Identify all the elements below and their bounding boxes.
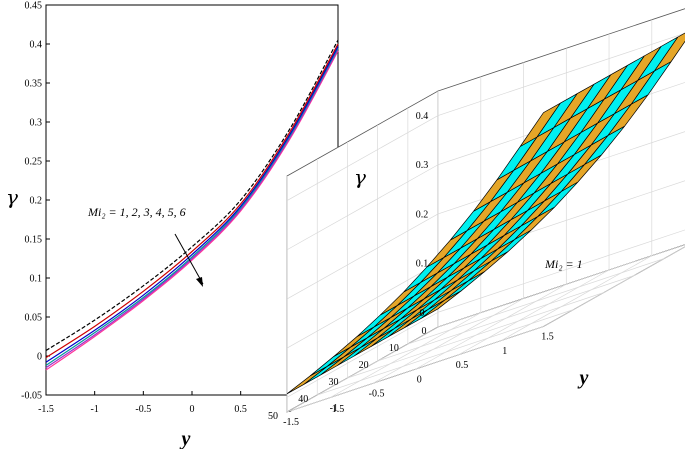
y-tick-label: 0.25 — [25, 157, 43, 168]
z-tick-label: 0.3 — [416, 160, 429, 171]
m-tick-label: 0 — [422, 326, 427, 337]
y-axis-label: γ — [6, 185, 18, 209]
grid-line — [286, 213, 439, 300]
surface-chart: 0 0.1 0.2 0.3 0.4 0 10 20 30 40 50 -1.5 -1 -0.5 0 0.5 1 1… — [268, 8, 685, 428]
grid-line — [415, 283, 567, 370]
grid-line — [543, 246, 685, 327]
annotation-arrow — [174, 233, 204, 285]
m-tick-label: 30 — [328, 377, 338, 388]
grid-line — [372, 298, 524, 384]
m-tick-label: 20 — [359, 360, 369, 371]
x-tick-label: 1.5 — [541, 332, 554, 343]
surface-z-axis-label: γ — [354, 165, 366, 189]
y-tick-label: 0.4 — [30, 40, 43, 51]
m-tick-label: 40 — [298, 394, 308, 405]
z-tick-label: 0.1 — [416, 259, 429, 270]
surface-mesh — [286, 32, 685, 395]
y-tick-label: 0.05 — [25, 313, 43, 324]
y-tick-labels: -0.05 0 0.05 0.1 0.15 0.2 0.25 0.3 0.35 0.4 0.45 — [21, 1, 42, 402]
x-tick-label: 1.5 — [332, 404, 345, 415]
annotation-text: Mi₂ = 1, 2, 3, 4, 5, 6 — [87, 205, 186, 219]
y-tick-label: 0.1 — [30, 274, 43, 285]
x-tick-label: 1 — [502, 346, 507, 357]
z-tick-label: 0.2 — [416, 209, 429, 220]
x-tick-label: -1 — [330, 403, 338, 414]
x-tick-label: 0.5 — [234, 404, 247, 415]
series-line-mi2-3 — [45, 46, 339, 363]
grid-line — [500, 255, 652, 342]
grid-line — [286, 164, 439, 251]
grid-line — [329, 312, 481, 399]
series-line-mi2-4 — [45, 47, 339, 366]
x-tick-label: 0 — [190, 404, 195, 415]
x-tick-label: -1.5 — [38, 404, 54, 415]
y-tick-label: 0 — [37, 352, 42, 363]
x-tick-label: 0.5 — [456, 360, 469, 371]
x-tick-label: -1 — [90, 404, 98, 415]
grid-line — [286, 262, 439, 349]
y-tick-label: -0.05 — [21, 391, 42, 402]
m-tick-label: 50 — [268, 411, 278, 422]
y-tick-label: 0.3 — [30, 118, 43, 129]
grid-line — [286, 326, 439, 413]
series-line-mi2-1 — [45, 39, 339, 352]
x-tick-label: -0.5 — [369, 389, 385, 400]
surface-tick-labels: 0 0.1 0.2 0.3 0.4 0 10 20 30 40 50 -1.5 -1 -0.5 0 0.5 1 1… — [268, 111, 554, 428]
grid-line — [286, 311, 439, 398]
surface-x-axis-label: y — [578, 367, 589, 389]
grid-line — [457, 269, 610, 356]
series-line-mi2-6 — [45, 50, 339, 371]
surface-patch — [519, 102, 561, 147]
z-tick-label: 0 — [420, 308, 425, 319]
series-lines — [45, 39, 339, 371]
x-tick-label: -0.5 — [135, 404, 151, 415]
series-line-mi2-2 — [45, 43, 339, 359]
series-line-mi2-5 — [45, 49, 339, 369]
x-tick-label: 0 — [417, 374, 422, 385]
y-tick-label: 0.15 — [25, 235, 43, 246]
x-tick-label: -1.5 — [283, 417, 299, 428]
y-tick-label: 0.45 — [25, 1, 43, 12]
y-tick-label: 0.35 — [25, 79, 43, 90]
z-tick-label: 0.4 — [416, 111, 429, 122]
surface-annotation: Mi₂ = 1 — [544, 257, 583, 271]
x-axis-label: y — [180, 428, 191, 449]
grid-line — [286, 115, 439, 201]
y-tick-label: 0.2 — [30, 196, 43, 207]
m-tick-label: 10 — [389, 343, 399, 354]
arrow-head — [196, 277, 203, 287]
